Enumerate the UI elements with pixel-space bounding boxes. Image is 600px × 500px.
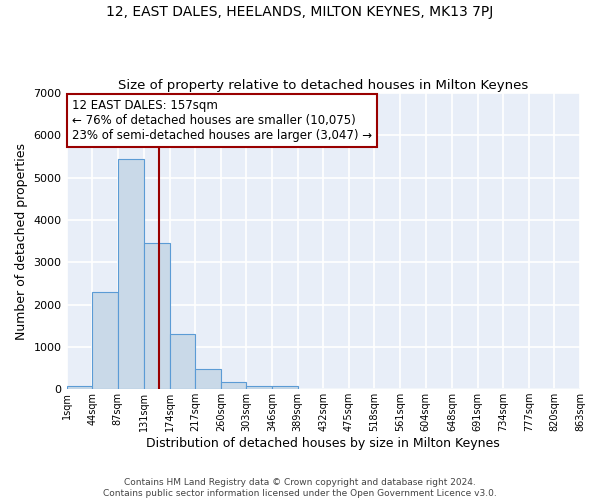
Bar xyxy=(247,386,272,389)
Bar xyxy=(195,369,221,389)
Text: Contains HM Land Registry data © Crown copyright and database right 2024.
Contai: Contains HM Land Registry data © Crown c… xyxy=(103,478,497,498)
X-axis label: Distribution of detached houses by size in Milton Keynes: Distribution of detached houses by size … xyxy=(146,437,500,450)
Y-axis label: Number of detached properties: Number of detached properties xyxy=(15,142,28,340)
Bar xyxy=(272,386,298,389)
Text: 12 EAST DALES: 157sqm
← 76% of detached houses are smaller (10,075)
23% of semi-: 12 EAST DALES: 157sqm ← 76% of detached … xyxy=(71,99,372,142)
Bar xyxy=(170,334,195,389)
Text: 12, EAST DALES, HEELANDS, MILTON KEYNES, MK13 7PJ: 12, EAST DALES, HEELANDS, MILTON KEYNES,… xyxy=(106,5,494,19)
Bar xyxy=(67,386,92,389)
Title: Size of property relative to detached houses in Milton Keynes: Size of property relative to detached ho… xyxy=(118,79,529,92)
Bar xyxy=(221,382,247,389)
Bar xyxy=(118,158,144,389)
Bar xyxy=(92,292,118,389)
Bar xyxy=(144,244,170,389)
